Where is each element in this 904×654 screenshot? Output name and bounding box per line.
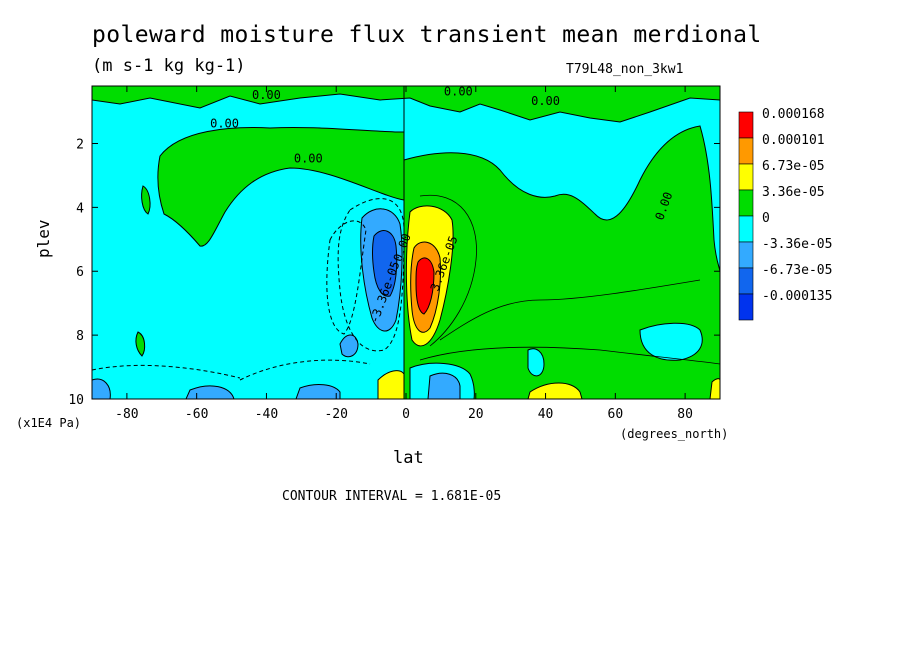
neg-blob-3 [92,378,111,399]
legend-swatch [738,163,754,191]
legend-swatch [738,293,754,321]
legend-swatch [738,137,754,165]
legend-label: 3.36e-05 [762,185,825,200]
solid-contour-1 [419,194,477,347]
x-tick-label: -20 [324,407,347,422]
legend-swatch [738,189,754,217]
legend-swatch [738,267,754,295]
x-tick-label: -80 [115,407,138,422]
yellow-surface-nh [527,382,583,399]
upper-green-band [92,86,720,123]
dashed-contour-4 [92,364,241,379]
legend-swatch [738,241,754,269]
y-tick-label: 4 [76,201,84,216]
negative-lobe-core [372,230,398,297]
legend-label: -6.73e-05 [762,263,832,278]
x-tick-label: -40 [255,407,278,422]
legend-label: 0 [762,211,770,226]
nh-cyan-pocket [639,322,703,361]
legend-label: -0.000135 [762,289,832,304]
x-tick-label: 40 [538,407,554,422]
x-axis: -80 -60 -40 -20 0 20 40 60 80 [115,86,693,422]
run-label: T79L48_non_3kw1 [566,62,684,77]
chart-units: (m s-1 kg kg-1) [92,56,246,76]
legend-label: 0.000168 [762,107,825,122]
y-tick-label: 6 [76,265,84,280]
color-legend: 0.000168 0.000101 6.73e-05 3.36e-05 0 -3.36e-… [738,107,832,321]
solid-contour-3 [419,346,720,365]
solid-contour-2 [439,279,701,341]
y-axis-unit: (x1E4 Pa) [16,416,82,430]
contour-label: 0.00 [252,88,281,102]
legend-swatch [738,215,754,243]
sh-green-spot [141,185,151,215]
contour-field [92,86,720,399]
neg-blob-2 [295,384,341,399]
legend-swatch [738,111,754,139]
chart-title: poleward moisture flux transient mean me… [92,22,762,48]
contour-label: 0.00 [294,152,323,166]
x-tick-label: -60 [185,407,208,422]
y-tick-label: 2 [76,137,84,152]
x-tick-label: 80 [677,407,693,422]
y-tick-label: 10 [68,393,84,408]
legend-label: -3.36e-05 [762,237,832,252]
positive-lobe-core [415,257,435,315]
legend-label: 6.73e-05 [762,159,825,174]
x-axis-label: lat [393,448,424,468]
x-tick-label: 60 [608,407,624,422]
x-tick-label: 20 [468,407,484,422]
contour-interval-note: CONTOUR INTERVAL = 1.681E-05 [282,489,502,504]
neg-blob-5 [427,372,461,399]
sh-green-spot-low [135,331,146,357]
dashed-contour-2 [326,220,367,335]
neg-blob-1 [339,334,359,358]
dashed-contour-3 [239,359,371,381]
y-tick-label: 8 [76,329,84,344]
legend-label: 0.000101 [762,133,825,148]
contour-label: 0.00 [210,117,239,131]
neg-blob-4 [185,385,235,399]
x-axis-unit: (degrees_north) [620,427,729,441]
contour-label: 0.00 [444,85,473,99]
yellow-surface-np [709,378,720,399]
x-tick-label: 0 [402,407,410,422]
nh-cyan-pocket-small [527,348,545,377]
green-plateau-sh [157,126,405,247]
y-axis: 2 4 6 8 10 [68,137,720,408]
contour-label: 0.00 [531,94,560,108]
